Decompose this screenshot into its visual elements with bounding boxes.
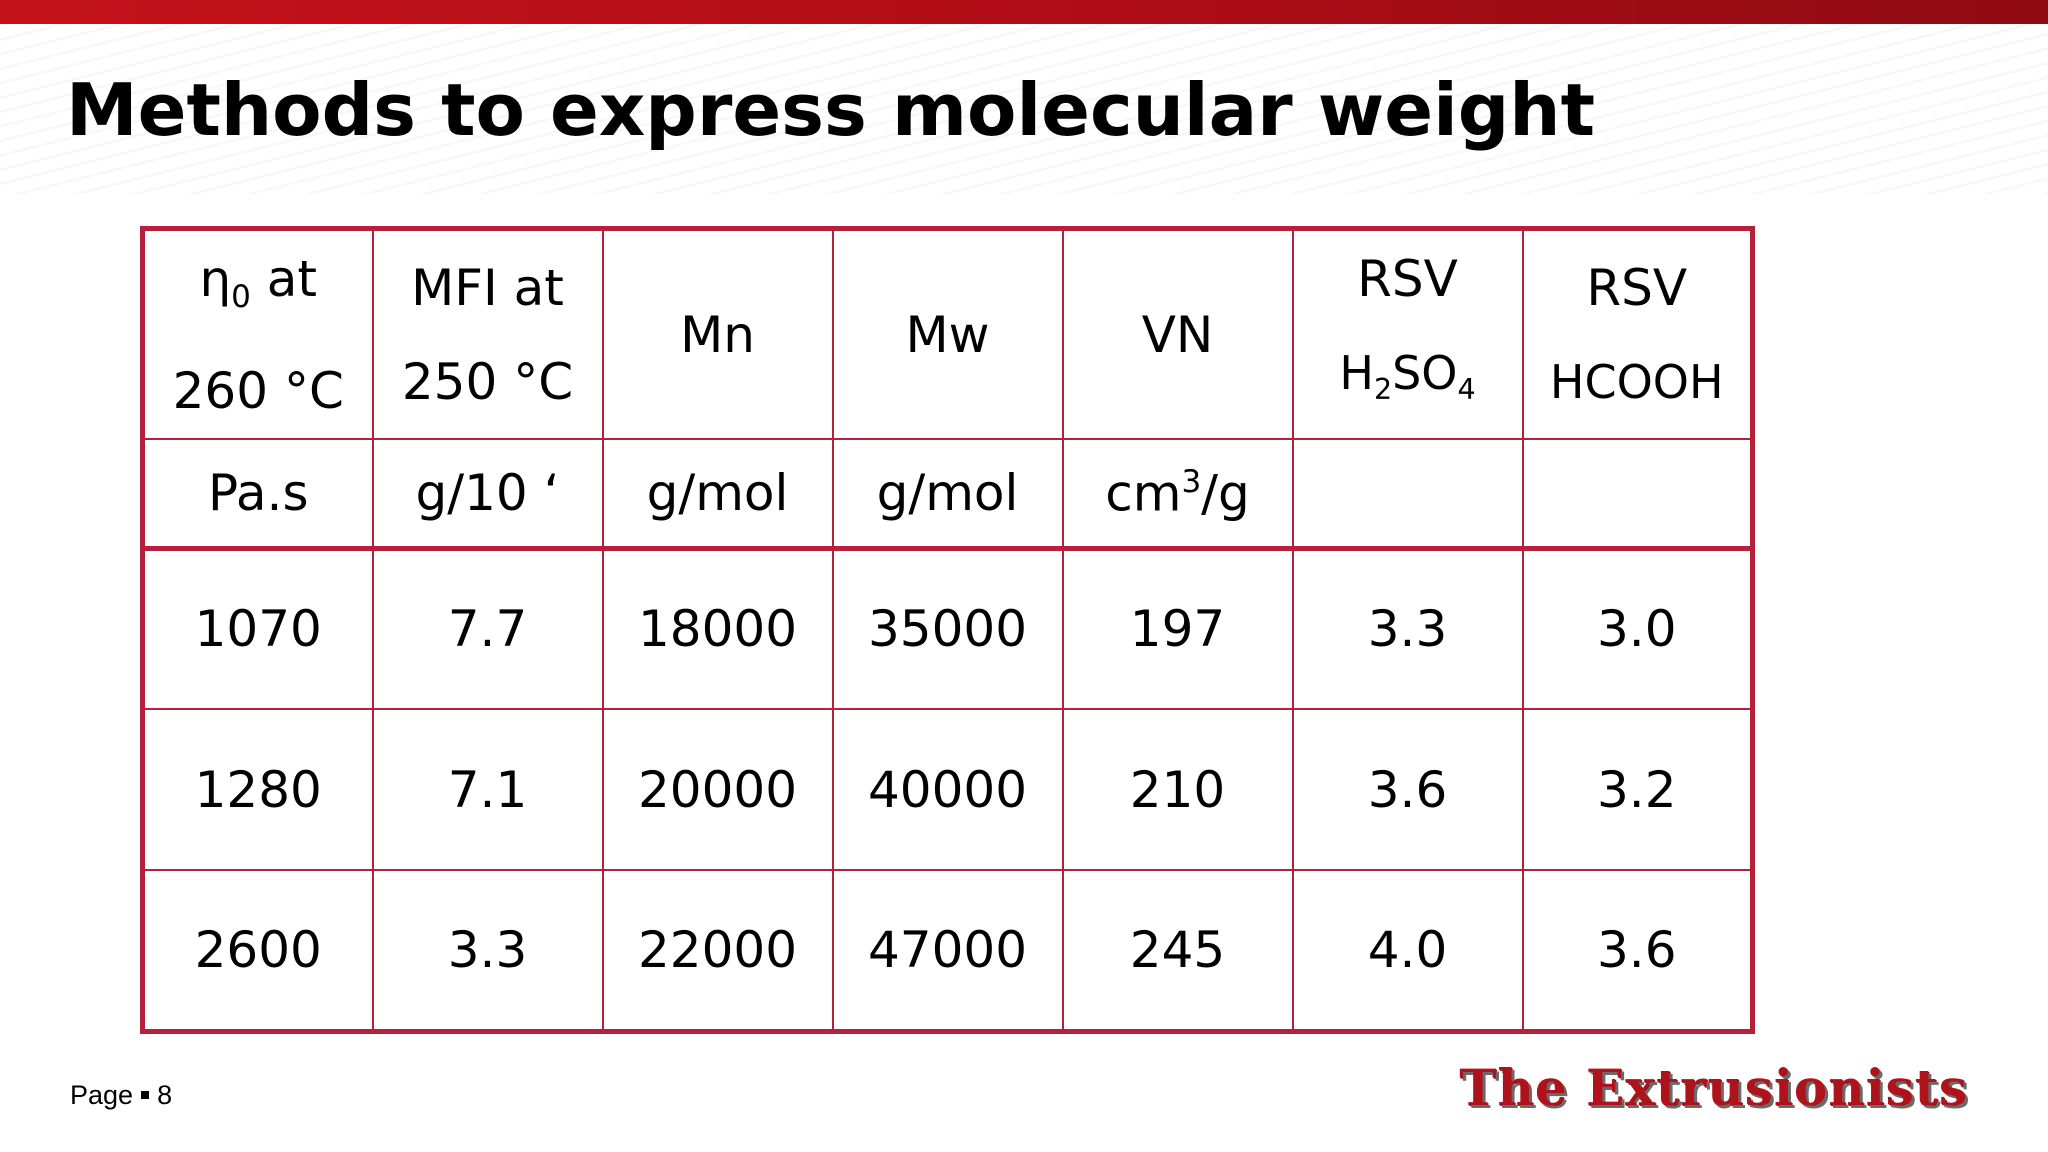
table-row: 1070 7.7 18000 35000 197 3.3 3.0 — [141, 547, 1754, 711]
table-header-row: η0 at 260 °C MFI at 250 °C Mn Mw VN RSV … — [141, 227, 1754, 441]
unit-cell — [1291, 438, 1524, 551]
header-cell-mfi: MFI at 250 °C — [371, 227, 604, 441]
table-cell: 22000 — [601, 869, 834, 1033]
molecular-weight-table: η0 at 260 °C MFI at 250 °C Mn Mw VN RSV … — [140, 226, 1755, 1034]
table-cell: 20000 — [601, 708, 834, 872]
unit-cell — [1521, 438, 1754, 551]
header-cell-mw: Mw — [831, 227, 1064, 441]
table-cell: 18000 — [601, 547, 834, 711]
table-row: 2600 3.3 22000 47000 245 4.0 3.6 — [141, 869, 1754, 1033]
table-row: 1280 7.1 20000 40000 210 3.6 3.2 — [141, 708, 1754, 872]
unit-cell: Pa.s — [141, 438, 374, 551]
table-cell: 2600 — [141, 869, 374, 1033]
table-cell: 35000 — [831, 547, 1064, 711]
table-cell: 7.7 — [371, 547, 604, 711]
table-cell: 1070 — [141, 547, 374, 711]
table-cell: 245 — [1061, 869, 1294, 1033]
table-cell: 4.0 — [1291, 869, 1524, 1033]
unit-cell: g/10 ‘ — [371, 438, 604, 551]
table-cell: 197 — [1061, 547, 1294, 711]
table-cell: 3.0 — [1521, 547, 1754, 711]
table-cell: 3.2 — [1521, 708, 1754, 872]
header-cell-vn: VN — [1061, 227, 1294, 441]
slide-title: Methods to express molecular weight — [66, 68, 1595, 152]
header-cell-rsv-h2so4: RSV H2SO4 — [1291, 227, 1524, 441]
header-cell-mn: Mn — [601, 227, 834, 441]
table-cell: 210 — [1061, 708, 1294, 872]
header-stripe-pattern — [0, 24, 2048, 194]
table-cell: 7.1 — [371, 708, 604, 872]
table-cell: 3.6 — [1521, 869, 1754, 1033]
table-unit-row: Pa.s g/10 ‘ g/mol g/mol cm3/g — [141, 438, 1754, 551]
unit-cell: g/mol — [601, 438, 834, 551]
page-number: Page 8 — [70, 1080, 173, 1110]
table-cell: 3.3 — [371, 869, 604, 1033]
table-cell: 47000 — [831, 869, 1064, 1033]
table-cell: 1280 — [141, 708, 374, 872]
top-accent-bar — [0, 0, 2048, 24]
table-cell: 3.3 — [1291, 547, 1524, 711]
unit-cell: cm3/g — [1061, 438, 1294, 551]
brand-logo: The Extrusionists — [1459, 1058, 1968, 1117]
unit-cell: g/mol — [831, 438, 1064, 551]
header-cell-eta0: η0 at 260 °C — [141, 227, 374, 441]
header-cell-rsv-hcooh: RSV HCOOH — [1521, 227, 1754, 441]
table-cell: 40000 — [831, 708, 1064, 872]
bullet-square-icon — [141, 1090, 150, 1099]
table-cell: 3.6 — [1291, 708, 1524, 872]
